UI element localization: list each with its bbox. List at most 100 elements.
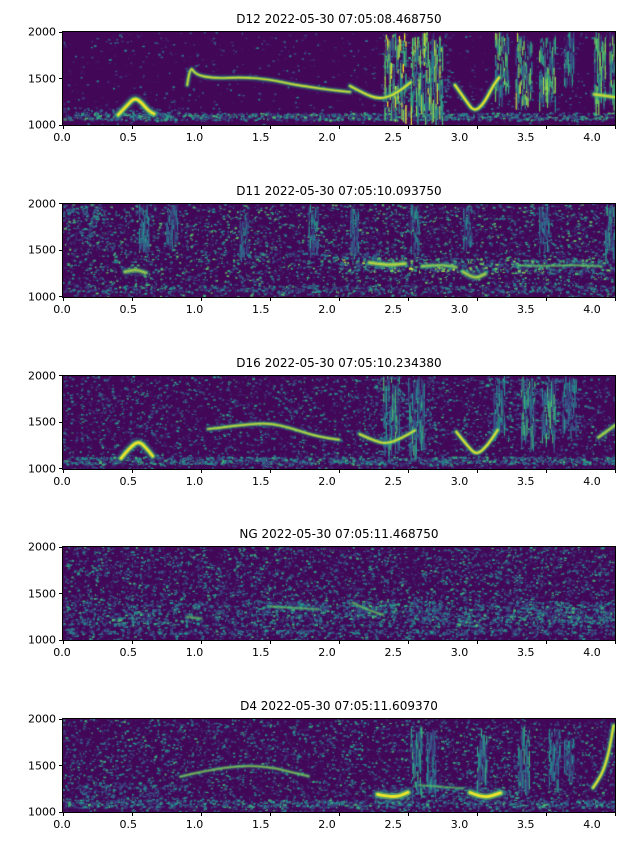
x-tick-mark bbox=[338, 125, 340, 129]
x-tick-mark bbox=[131, 640, 133, 645]
x-tick-label: 1.0 bbox=[185, 818, 204, 832]
x-tick-mark bbox=[476, 296, 478, 301]
x-tick-label: 4.0 bbox=[583, 302, 601, 316]
x-tick-mark bbox=[407, 296, 409, 301]
x-tick-label: 0.5 bbox=[119, 818, 138, 832]
x-tick-label: 3.0 bbox=[450, 474, 469, 488]
x-tick-label: 2.5 bbox=[384, 646, 403, 660]
x-tick-label: 2.5 bbox=[384, 302, 403, 316]
x-tick-mark bbox=[131, 296, 133, 301]
x-axis: 0.0 0.5 1.0 1.5 2.0 2.5 3.0 3.5 4.0 bbox=[24, 813, 616, 835]
y-tick-mark bbox=[59, 765, 63, 767]
y-tick-mark bbox=[59, 546, 63, 548]
x-tick-label: 3.0 bbox=[450, 818, 469, 832]
y-tick-mark bbox=[59, 203, 63, 205]
y-tick-mark bbox=[59, 296, 63, 298]
plot-area: 2000 1500 1000 bbox=[28, 27, 616, 131]
x-axis: 0.0 0.5 1.0 1.5 2.0 2.5 3.0 3.5 4.0 bbox=[24, 470, 616, 492]
x-tick-label: 4.0 bbox=[583, 131, 601, 144]
x-tick-mark bbox=[338, 640, 340, 645]
x-tick-mark bbox=[614, 468, 616, 473]
x-tick-mark bbox=[614, 640, 616, 645]
x-tick-label: 0.0 bbox=[53, 474, 71, 488]
x-tick-mark bbox=[338, 468, 340, 473]
x-tick-mark bbox=[545, 125, 547, 129]
x-tick-mark bbox=[476, 125, 478, 129]
x-tick-label: 2.0 bbox=[318, 302, 336, 316]
x-tick-mark bbox=[200, 468, 202, 473]
x-tick-mark bbox=[614, 125, 616, 129]
y-tick-label: 1500 bbox=[28, 243, 56, 257]
spectrogram-panel: D16 2022-05-30 07:05:10.234380 2000 1500 1… bbox=[0, 356, 640, 516]
y-tick-mark bbox=[59, 249, 63, 251]
y-tick-mark bbox=[59, 639, 63, 641]
x-tick-mark bbox=[62, 125, 64, 129]
x-tick-label: 0.5 bbox=[119, 131, 138, 144]
y-tick-label: 1000 bbox=[28, 633, 56, 647]
plot-area: 2000 1500 1000 bbox=[28, 714, 616, 818]
x-axis: 0.0 0.5 1.0 1.5 2.0 2.5 3.0 3.5 4.0 bbox=[24, 126, 616, 148]
x-tick-mark bbox=[62, 296, 64, 301]
x-tick-mark bbox=[62, 640, 64, 645]
plot-area: 2000 1500 1000 bbox=[28, 542, 616, 646]
x-tick-label: 4.0 bbox=[583, 646, 601, 660]
x-tick-mark bbox=[545, 296, 547, 301]
x-tick-label: 3.0 bbox=[450, 302, 469, 316]
x-tick-label: 2.5 bbox=[384, 818, 403, 832]
x-tick-label: 3.0 bbox=[450, 646, 469, 660]
x-tick-label: 2.5 bbox=[384, 131, 403, 144]
y-tick-mark bbox=[59, 78, 63, 79]
x-tick-label: 0.5 bbox=[119, 302, 138, 316]
x-tick-label: 0.5 bbox=[119, 474, 138, 488]
x-tick-mark bbox=[269, 296, 271, 301]
y-tick-mark bbox=[59, 718, 63, 720]
x-tick-mark bbox=[614, 296, 616, 301]
x-tick-label: 0.0 bbox=[53, 818, 71, 832]
spectrogram-panel: D4 2022-05-30 07:05:11.609370 2000 1500 10… bbox=[0, 699, 640, 859]
spectrogram-canvas bbox=[63, 719, 615, 813]
x-tick-label: 1.0 bbox=[185, 646, 204, 660]
x-tick-label: 2.0 bbox=[318, 646, 336, 660]
x-tick-label: 1.0 bbox=[185, 131, 204, 144]
x-tick-mark bbox=[545, 468, 547, 473]
x-tick-mark bbox=[200, 125, 202, 129]
y-tick-label: 1000 bbox=[28, 118, 56, 132]
spectrogram-canvas bbox=[63, 547, 615, 641]
x-tick-mark bbox=[200, 640, 202, 645]
x-tick-label: 3.5 bbox=[517, 818, 535, 832]
spectrogram-figure: D12 2022-05-30 07:05:08.468750 2000 1500 1… bbox=[0, 12, 640, 830]
x-tick-mark bbox=[131, 125, 133, 129]
x-tick-mark bbox=[407, 468, 409, 473]
spectrogram-canvas bbox=[63, 375, 615, 469]
y-tick-label: 2000 bbox=[28, 540, 56, 554]
x-axis: 0.0 0.5 1.0 1.5 2.0 2.5 3.0 3.5 4.0 bbox=[24, 298, 616, 320]
x-tick-mark bbox=[407, 125, 409, 129]
x-tick-mark bbox=[62, 468, 64, 473]
spectrogram-canvas bbox=[63, 203, 615, 297]
x-tick-label: 2.0 bbox=[318, 818, 336, 832]
x-tick-mark bbox=[338, 296, 340, 301]
y-tick-label: 2000 bbox=[28, 25, 56, 39]
x-tick-label: 2.5 bbox=[384, 474, 403, 488]
plot-area: 2000 1500 1000 bbox=[28, 198, 616, 302]
x-tick-mark bbox=[269, 125, 271, 129]
x-tick-label: 3.5 bbox=[517, 302, 535, 316]
x-tick-mark bbox=[545, 640, 547, 645]
x-tick-label: 0.0 bbox=[53, 131, 71, 144]
subplot-title: D4 2022-05-30 07:05:11.609370 bbox=[240, 699, 438, 714]
subplot-title: D16 2022-05-30 07:05:10.234380 bbox=[236, 355, 442, 370]
x-tick-label: 4.0 bbox=[583, 474, 601, 488]
spectrogram-panel: NG 2022-05-30 07:05:11.468750 2000 1500 10… bbox=[0, 527, 640, 687]
y-tick-label: 1500 bbox=[28, 759, 56, 773]
x-tick-label: 1.5 bbox=[252, 131, 270, 144]
y-tick-label: 1500 bbox=[28, 72, 56, 85]
x-tick-mark bbox=[407, 640, 409, 645]
x-axis: 0.0 0.5 1.0 1.5 2.0 2.5 3.0 3.5 4.0 bbox=[24, 641, 616, 663]
x-tick-label: 3.0 bbox=[450, 131, 469, 144]
x-tick-label: 1.0 bbox=[185, 474, 204, 488]
x-tick-label: 1.5 bbox=[252, 646, 270, 660]
subplot-title: D12 2022-05-30 07:05:08.468750 bbox=[236, 12, 442, 26]
x-tick-label: 0.5 bbox=[119, 646, 138, 660]
x-tick-label: 1.5 bbox=[252, 818, 270, 832]
y-tick-label: 1000 bbox=[28, 290, 56, 304]
